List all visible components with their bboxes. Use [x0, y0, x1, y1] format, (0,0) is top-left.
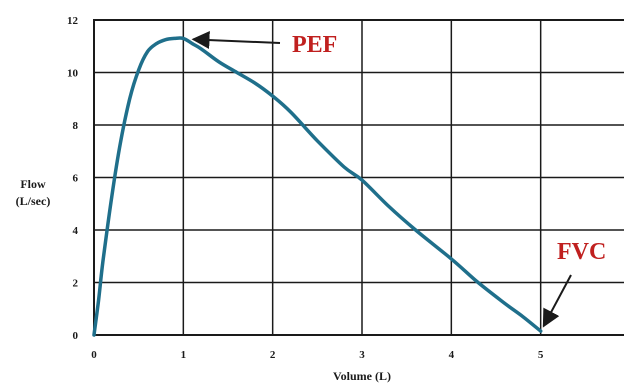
pef-arrow [191, 31, 281, 50]
x-tick-label: 0 [91, 349, 97, 361]
chart-grid [94, 20, 624, 335]
y-axis-label-line-2: (L/sec) [16, 194, 51, 208]
y-tick-label: 12 [67, 15, 79, 27]
x-tick-label: 4 [449, 349, 455, 361]
x-tick-label: 5 [538, 349, 544, 361]
x-tick-label: 1 [181, 349, 187, 361]
y-axis-ticks: 0 2 4 6 8 10 12 [67, 15, 79, 342]
series-line [92, 36, 543, 337]
y-tick-label: 10 [67, 68, 79, 80]
x-tick-label: 2 [270, 349, 276, 361]
x-tick-label: 3 [359, 349, 365, 361]
x-axis-label: Volume (L) [333, 369, 391, 383]
pef-label: PEF [292, 32, 337, 58]
y-tick-label: 4 [73, 225, 79, 237]
y-tick-label: 0 [73, 330, 79, 342]
x-axis-ticks: 0 1 2 3 4 5 [91, 349, 544, 361]
fvc-label: FVC [557, 239, 606, 265]
plot-frame [93, 19, 624, 336]
fvc-arrow [542, 274, 572, 328]
y-tick-label: 6 [73, 173, 79, 185]
y-tick-label: 8 [73, 120, 79, 132]
annotations: PEF FVC [191, 31, 606, 328]
y-tick-label: 2 [73, 278, 79, 290]
y-axis-label-line-1: Flow [20, 177, 46, 191]
